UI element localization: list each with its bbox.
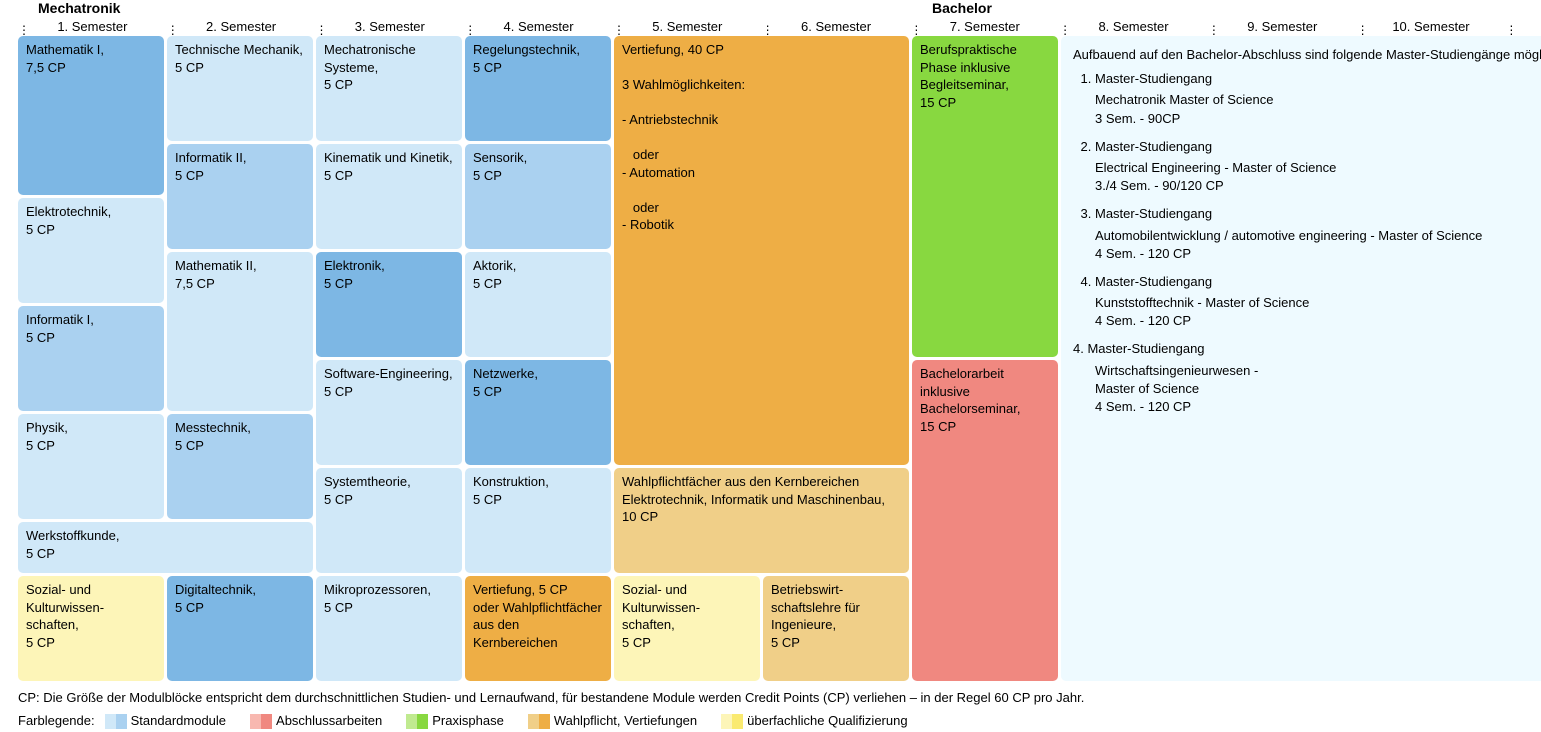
module-block: Elektrotechnik, 5 CP [18, 198, 164, 303]
module-block: Sensorik, 5 CP [465, 144, 611, 249]
legend-swatch [528, 714, 539, 729]
semester-header: ⋮2. Semester [167, 19, 316, 34]
module-block: Betriebswirt-schaftslehre für Ingenieure… [763, 576, 909, 681]
semester-label: 2. Semester [206, 19, 276, 34]
module-block: Netzwerke, 5 CP [465, 360, 611, 465]
module-block: Vertiefung, 40 CP 3 Wahlmöglichkeiten: -… [614, 36, 909, 465]
master-program-list: Master-StudiengangMechatronik Master of … [1095, 70, 1541, 330]
semester-header-row: MechatronikBachelorMaster⋮1. Semester⋮2.… [18, 0, 1541, 36]
module-block: Software-Engineering, 5 CP [316, 360, 462, 465]
master-program-item: Master-StudiengangMechatronik Master of … [1095, 70, 1541, 128]
master-program-item: 4. Master-StudiengangWirtschaftsingenieu… [1073, 340, 1541, 416]
module-block: Technische Mechanik, 5 CP [167, 36, 313, 141]
semester-label: 9. Semester [1247, 19, 1317, 34]
module-block: Wahlpflichtfächer aus den Kernbereichen … [614, 468, 909, 573]
module-block: Konstruktion, 5 CP [465, 468, 611, 573]
legend-label: Wahlpflicht, Vertiefungen [554, 713, 697, 728]
master-program-item: Master-StudiengangKunststofftechnik - Ma… [1095, 273, 1541, 331]
legend-swatch [250, 714, 261, 729]
semester-label: 6. Semester [801, 19, 871, 34]
module-block: Mathematik II, 7,5 CP [167, 252, 313, 411]
module-block: Sozial- und Kulturwissen-schaften, 5 CP [18, 576, 164, 681]
module-block: Sozial- und Kulturwissen-schaften, 5 CP [614, 576, 760, 681]
legend-label: Praxisphase [432, 713, 504, 728]
module-block: Regelungstechnik, 5 CP [465, 36, 611, 141]
semester-label: 4. Semester [504, 19, 574, 34]
semester-header: ⋮4. Semester [464, 19, 613, 34]
semester-label: 3. Semester [355, 19, 425, 34]
master-intro: Aufbauend auf den Bachelor-Abschluss sin… [1073, 46, 1541, 64]
module-block: Aktorik, 5 CP [465, 252, 611, 357]
curriculum-chart: MechatronikBachelorMaster⋮1. Semester⋮2.… [0, 0, 1541, 732]
legend-label: Abschlussarbeiten [276, 713, 382, 728]
legend-swatch [261, 714, 272, 729]
master-program-item: Master-StudiengangElectrical Engineering… [1095, 138, 1541, 196]
legend-swatch [721, 714, 732, 729]
module-block: Werkstoffkunde, 5 CP [18, 522, 313, 573]
semester-header: ⋮11. Semester⋮ [1505, 19, 1541, 34]
semester-header: ⋮5. Semester [613, 19, 762, 34]
semester-label: 5. Semester [652, 19, 722, 34]
module-block: Berufspraktische Phase inklusive Begleit… [912, 36, 1058, 357]
module-block: Systemtheorie, 5 CP [316, 468, 462, 573]
legend-swatch [406, 714, 417, 729]
module-block: Kinematik und Kinetik, 5 CP [316, 144, 462, 249]
chart-footer: CP: Die Größe der Modulblöcke entspricht… [18, 688, 1541, 732]
master-program-item: Master-StudiengangAutomobilentwicklung /… [1095, 205, 1541, 263]
module-block: Elektronik, 5 CP [316, 252, 462, 357]
module-block: Vertiefung, 5 CP oder Wahlpflichtfächer … [465, 576, 611, 681]
module-block: Informatik II, 5 CP [167, 144, 313, 249]
master-panel: Aufbauend auf den Bachelor-Abschluss sin… [1061, 36, 1541, 681]
module-block: Messtechnik, 5 CP [167, 414, 313, 519]
module-block: Digitaltechnik, 5 CP [167, 576, 313, 681]
legend-label: überfachliche Qualifizierung [747, 713, 907, 728]
semester-header: ⋮1. Semester [18, 19, 167, 34]
module-block: Physik, 5 CP [18, 414, 164, 519]
semester-header: ⋮8. Semester [1059, 19, 1208, 34]
legend-swatch [116, 714, 127, 729]
semester-header: ⋮10. Semester [1357, 19, 1506, 34]
module-block: Mechatronische Systeme, 5 CP [316, 36, 462, 141]
legend-swatch [105, 714, 116, 729]
cp-note: CP: Die Größe der Modulblöcke entspricht… [18, 688, 1541, 709]
degree-label: Mechatronik [38, 0, 120, 16]
legend-swatch [732, 714, 743, 729]
semester-header: ⋮3. Semester [315, 19, 464, 34]
semester-header: ⋮9. Semester [1208, 19, 1357, 34]
semester-label: 10. Semester [1392, 19, 1469, 34]
semester-header: ⋮7. Semester [910, 19, 1059, 34]
module-block: Mikroprozessoren, 5 CP [316, 576, 462, 681]
module-block: Mathematik I, 7,5 CP [18, 36, 164, 195]
semester-label: 7. Semester [950, 19, 1020, 34]
semester-header: ⋮6. Semester [762, 19, 911, 34]
legend-title: Farblegende: [18, 713, 95, 728]
semester-label: 1. Semester [57, 19, 127, 34]
module-block: Informatik I, 5 CP [18, 306, 164, 411]
module-block: Bachelorarbeit inklusive Bachelorseminar… [912, 360, 1058, 681]
module-grid: Mathematik I, 7,5 CPElektrotechnik, 5 CP… [18, 36, 1541, 684]
legend-label: Standardmodule [131, 713, 226, 728]
color-legend: Farblegende: Standardmodule Abschlussarbei… [18, 711, 1541, 732]
legend-swatch [417, 714, 428, 729]
degree-label: Bachelor [932, 0, 992, 16]
semester-label: 8. Semester [1098, 19, 1168, 34]
legend-swatch [539, 714, 550, 729]
